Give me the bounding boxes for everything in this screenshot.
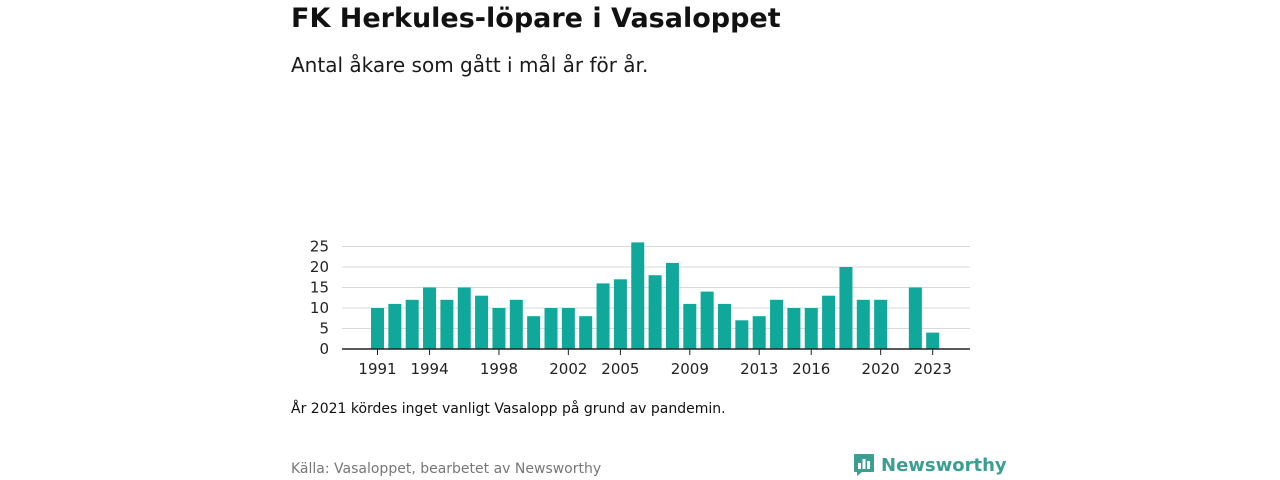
y-tick-label-20: 20 [310,258,329,276]
bar-1992 [388,303,402,349]
bar-2010 [700,291,714,349]
x-tick-label-2020: 2020 [862,360,900,378]
x-tick-label-1998: 1998 [480,360,518,378]
x-tick-label-2013: 2013 [740,360,778,378]
axes [342,348,970,355]
bar-1998 [492,308,506,349]
chart-subtitle: Antal åkare som gått i mål år för år. [291,53,649,77]
bar-1991 [371,308,384,349]
bars [371,242,940,349]
bar-2001 [544,308,558,349]
x-tick-label-2023: 2023 [914,360,952,378]
bar-2013 [752,316,766,349]
x-tick-label-2005: 2005 [601,360,639,378]
bar-2004 [596,283,610,349]
bar-1996 [457,287,471,349]
bar-2018 [839,267,853,349]
x-tick-label-2002: 2002 [549,360,587,378]
brand-logo: Newsworthy [853,453,1007,477]
bar-2006 [631,242,645,349]
bar-2005 [613,279,627,349]
bar-1999 [509,299,523,349]
bar-2000 [527,316,541,349]
bar-1993 [405,299,419,349]
bar-2016 [804,308,818,349]
bar-2015 [787,308,801,349]
y-tick-label-0: 0 [319,340,329,358]
x-tick-label-1994: 1994 [410,360,448,378]
y-tick-label-15: 15 [310,279,329,297]
x-tick-label-2009: 2009 [671,360,709,378]
bar-1994 [423,287,437,349]
newsworthy-logo-icon [854,454,874,476]
source-text: Källa: Vasaloppet, bearbetet av Newswort… [291,461,602,477]
chart-title: FK Herkules-löpare i Vasaloppet [291,3,781,34]
chart-note: År 2021 kördes inget vanligt Vasalopp på… [291,401,726,417]
bar-2019 [856,299,870,349]
y-tick-label-25: 25 [310,238,329,256]
bar-1997 [475,295,489,349]
x-tick-label-2016: 2016 [792,360,830,378]
bar-2009 [683,303,697,349]
tick-labels: 0 5 10 15 20 25 1991 1994 1998 2002 2005 2009 2013 20… [310,238,952,379]
bar-2023 [926,332,940,349]
bar-2008 [665,262,679,349]
bar-2002 [561,308,575,349]
x-tick-label-1991: 1991 [358,360,396,378]
brand-name: Newsworthy [881,454,1007,476]
y-tick-label-10: 10 [310,299,329,317]
bar-2020 [874,299,888,349]
bar-chart: 0 5 10 15 20 25 1991 1994 1998 2002 2005 2009 2013 20… [310,238,970,379]
bar-2003 [579,316,593,349]
y-tick-label-5: 5 [319,320,329,338]
bar-2022 [908,287,922,349]
bar-1995 [440,299,454,349]
bar-2012 [735,320,749,349]
bar-2014 [770,299,784,349]
bar-2007 [648,275,662,349]
bar-2017 [822,295,836,349]
bar-2011 [718,303,731,349]
